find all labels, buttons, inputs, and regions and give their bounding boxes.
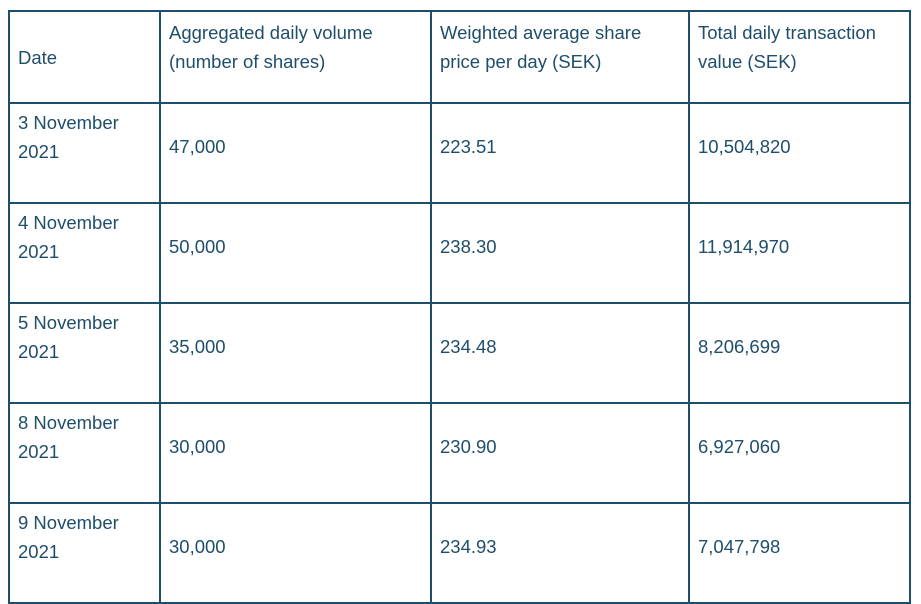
value-cell: 10,504,820 [688,102,911,204]
value-cell: 6,927,060 [688,402,911,504]
value-cell: 8,206,699 [688,302,911,404]
share-transactions-table: Date Aggregated daily volume (number of … [8,10,911,604]
share-transactions-table-container: Date Aggregated daily volume (number of … [8,10,911,604]
date-cell: 8 November 2021 [8,402,161,504]
table-row: 5 November 2021 35,000 234.48 8,206,699 [8,302,911,404]
price-cell: 230.90 [430,402,690,504]
header-total-value: Total daily transaction value (SEK) [688,10,911,104]
price-cell: 238.30 [430,202,690,304]
date-cell: 3 November 2021 [8,102,161,204]
header-aggregated-volume: Aggregated daily volume (number of share… [159,10,432,104]
date-cell: 9 November 2021 [8,502,161,604]
value-cell: 7,047,798 [688,502,911,604]
price-cell: 234.48 [430,302,690,404]
date-cell: 4 November 2021 [8,202,161,304]
date-cell: 5 November 2021 [8,302,161,404]
volume-cell: 30,000 [159,402,432,504]
price-cell: 223.51 [430,102,690,204]
table-row: 4 November 2021 50,000 238.30 11,914,970 [8,202,911,304]
table-row: 9 November 2021 30,000 234.93 7,047,798 [8,502,911,604]
table-header-row: Date Aggregated daily volume (number of … [8,10,911,104]
table-row: 8 November 2021 30,000 230.90 6,927,060 [8,402,911,504]
table-row: 3 November 2021 47,000 223.51 10,504,820 [8,102,911,204]
header-date: Date [8,10,161,104]
volume-cell: 47,000 [159,102,432,204]
volume-cell: 35,000 [159,302,432,404]
price-cell: 234.93 [430,502,690,604]
volume-cell: 50,000 [159,202,432,304]
value-cell: 11,914,970 [688,202,911,304]
header-weighted-price: Weighted average share price per day (SE… [430,10,690,104]
volume-cell: 30,000 [159,502,432,604]
